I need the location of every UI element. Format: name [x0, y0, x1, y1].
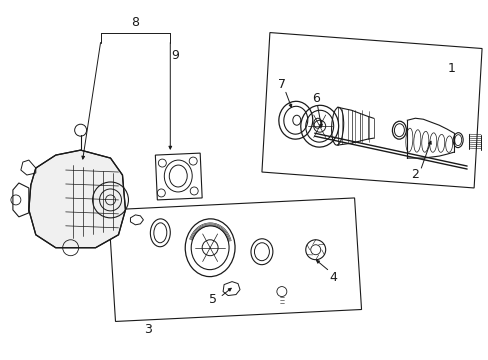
Text: 3: 3: [144, 323, 152, 336]
Text: 7: 7: [277, 78, 285, 91]
Text: 2: 2: [410, 167, 418, 180]
Text: 1: 1: [447, 62, 454, 75]
Text: 5: 5: [209, 293, 217, 306]
Text: 8: 8: [131, 16, 139, 29]
Polygon shape: [29, 150, 125, 248]
Text: 4: 4: [329, 271, 337, 284]
Text: 9: 9: [171, 49, 179, 62]
Text: 6: 6: [311, 92, 319, 105]
